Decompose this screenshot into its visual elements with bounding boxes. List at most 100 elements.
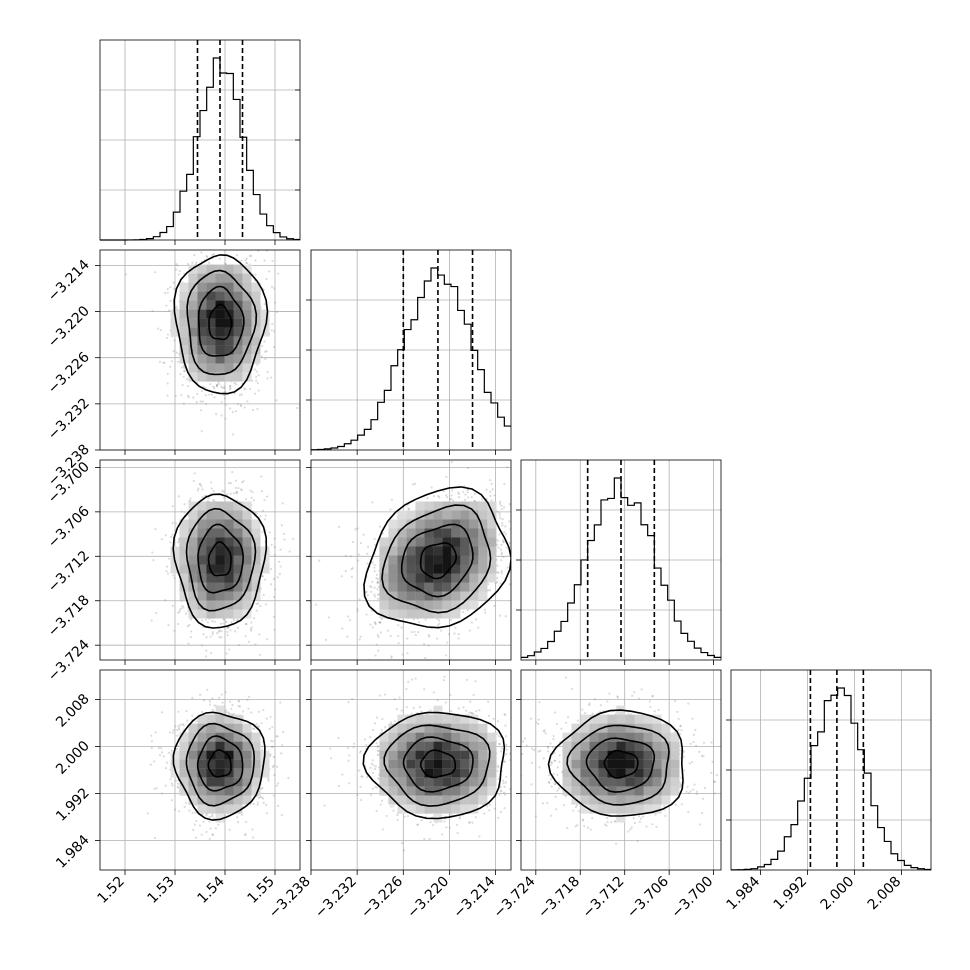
scatter-point (401, 653, 404, 656)
scatter-point (200, 644, 203, 647)
scatter-point (150, 619, 153, 622)
density-cell (487, 564, 497, 574)
density-cell (487, 528, 497, 538)
scatter-point (162, 361, 165, 364)
density-cell (451, 501, 461, 511)
density-cell (197, 510, 207, 520)
panel-frame (99, 459, 301, 661)
scatter-point (377, 585, 380, 588)
scatter-point (191, 811, 194, 815)
scatter-point (231, 703, 234, 707)
scatter-point (155, 611, 158, 615)
density-cell (487, 510, 497, 520)
scatter-point (374, 654, 377, 657)
density-cell (487, 501, 497, 511)
density-cell (206, 519, 216, 529)
scatter-point (218, 383, 221, 386)
density-cell (260, 318, 270, 328)
scatter-point (273, 537, 276, 540)
density-cell (415, 519, 425, 529)
scatter-point (357, 559, 360, 562)
scatter-point (210, 652, 213, 655)
scatter-point (182, 606, 185, 609)
scatter-point (218, 257, 221, 261)
scatter-point (211, 633, 214, 636)
scatter-point (220, 630, 223, 633)
density-cell (233, 372, 243, 382)
density-cell (179, 555, 189, 565)
scatter-point (513, 531, 515, 533)
density-cell (206, 510, 216, 520)
density-cell (233, 510, 243, 520)
density-cell (188, 345, 198, 355)
density-cell (188, 510, 198, 520)
density-cell (433, 519, 443, 529)
density-cell (215, 555, 225, 565)
scatter-point (180, 366, 183, 369)
density-cell (251, 519, 261, 529)
density-cell (233, 582, 243, 592)
density-cell (242, 363, 252, 373)
density-cell (224, 564, 234, 574)
density-cell (215, 291, 225, 301)
density-cell (206, 264, 216, 274)
scatter-point (281, 502, 284, 505)
density-cell (433, 510, 443, 520)
scatter-point (167, 751, 170, 754)
scatter-point (373, 586, 376, 589)
density-cell (433, 555, 443, 565)
density-cell (224, 354, 234, 364)
density-cell (233, 309, 243, 319)
scatter-point (509, 528, 511, 531)
y-tick-label: −3.214 (45, 257, 93, 305)
scatter-point (499, 517, 502, 520)
density-cell (478, 573, 488, 583)
scatter-point (412, 483, 415, 486)
scatter-point (239, 403, 242, 407)
scatter-point (224, 417, 227, 420)
scatter-point (277, 560, 281, 563)
scatter-point (244, 833, 247, 836)
scatter-point (222, 490, 225, 493)
panel-2-1 (306, 459, 515, 665)
scatter-point (170, 360, 174, 363)
scatter-point (165, 304, 168, 307)
scatter-point (457, 491, 460, 494)
scatter-point (406, 637, 409, 640)
scatter-point (466, 488, 469, 491)
scatter-point (226, 627, 229, 630)
density-cell (397, 600, 407, 610)
scatter-point (250, 254, 253, 257)
scatter-point (166, 333, 170, 336)
scatter-point (184, 801, 188, 805)
density-cell (188, 519, 198, 529)
scatter-point (255, 370, 259, 373)
scatter-point (171, 521, 174, 524)
scatter-point (446, 641, 449, 644)
density-cell (197, 609, 207, 619)
scatter-point (234, 486, 238, 489)
scatter-point (242, 480, 245, 483)
scatter-point (215, 383, 219, 386)
scatter-point (264, 578, 267, 581)
density-cell (188, 354, 198, 364)
scatter-point (255, 512, 258, 515)
density-cell (469, 501, 479, 511)
scatter-point (188, 624, 191, 627)
scatter-point (457, 637, 460, 640)
scatter-point (255, 375, 258, 378)
density-cell (206, 600, 216, 610)
scatter-point (274, 588, 277, 591)
scatter-point (239, 404, 243, 408)
scatter-point (220, 414, 223, 417)
scatter-point (179, 242, 181, 244)
scatter-point (202, 633, 205, 636)
scatter-point (257, 373, 260, 377)
scatter-point (344, 569, 347, 573)
density-cell (242, 573, 252, 583)
panel-1-1 (306, 249, 512, 455)
scatter-point (446, 496, 449, 499)
scatter-point (256, 407, 259, 411)
scatter-point (220, 636, 223, 639)
density-cell (379, 555, 389, 565)
